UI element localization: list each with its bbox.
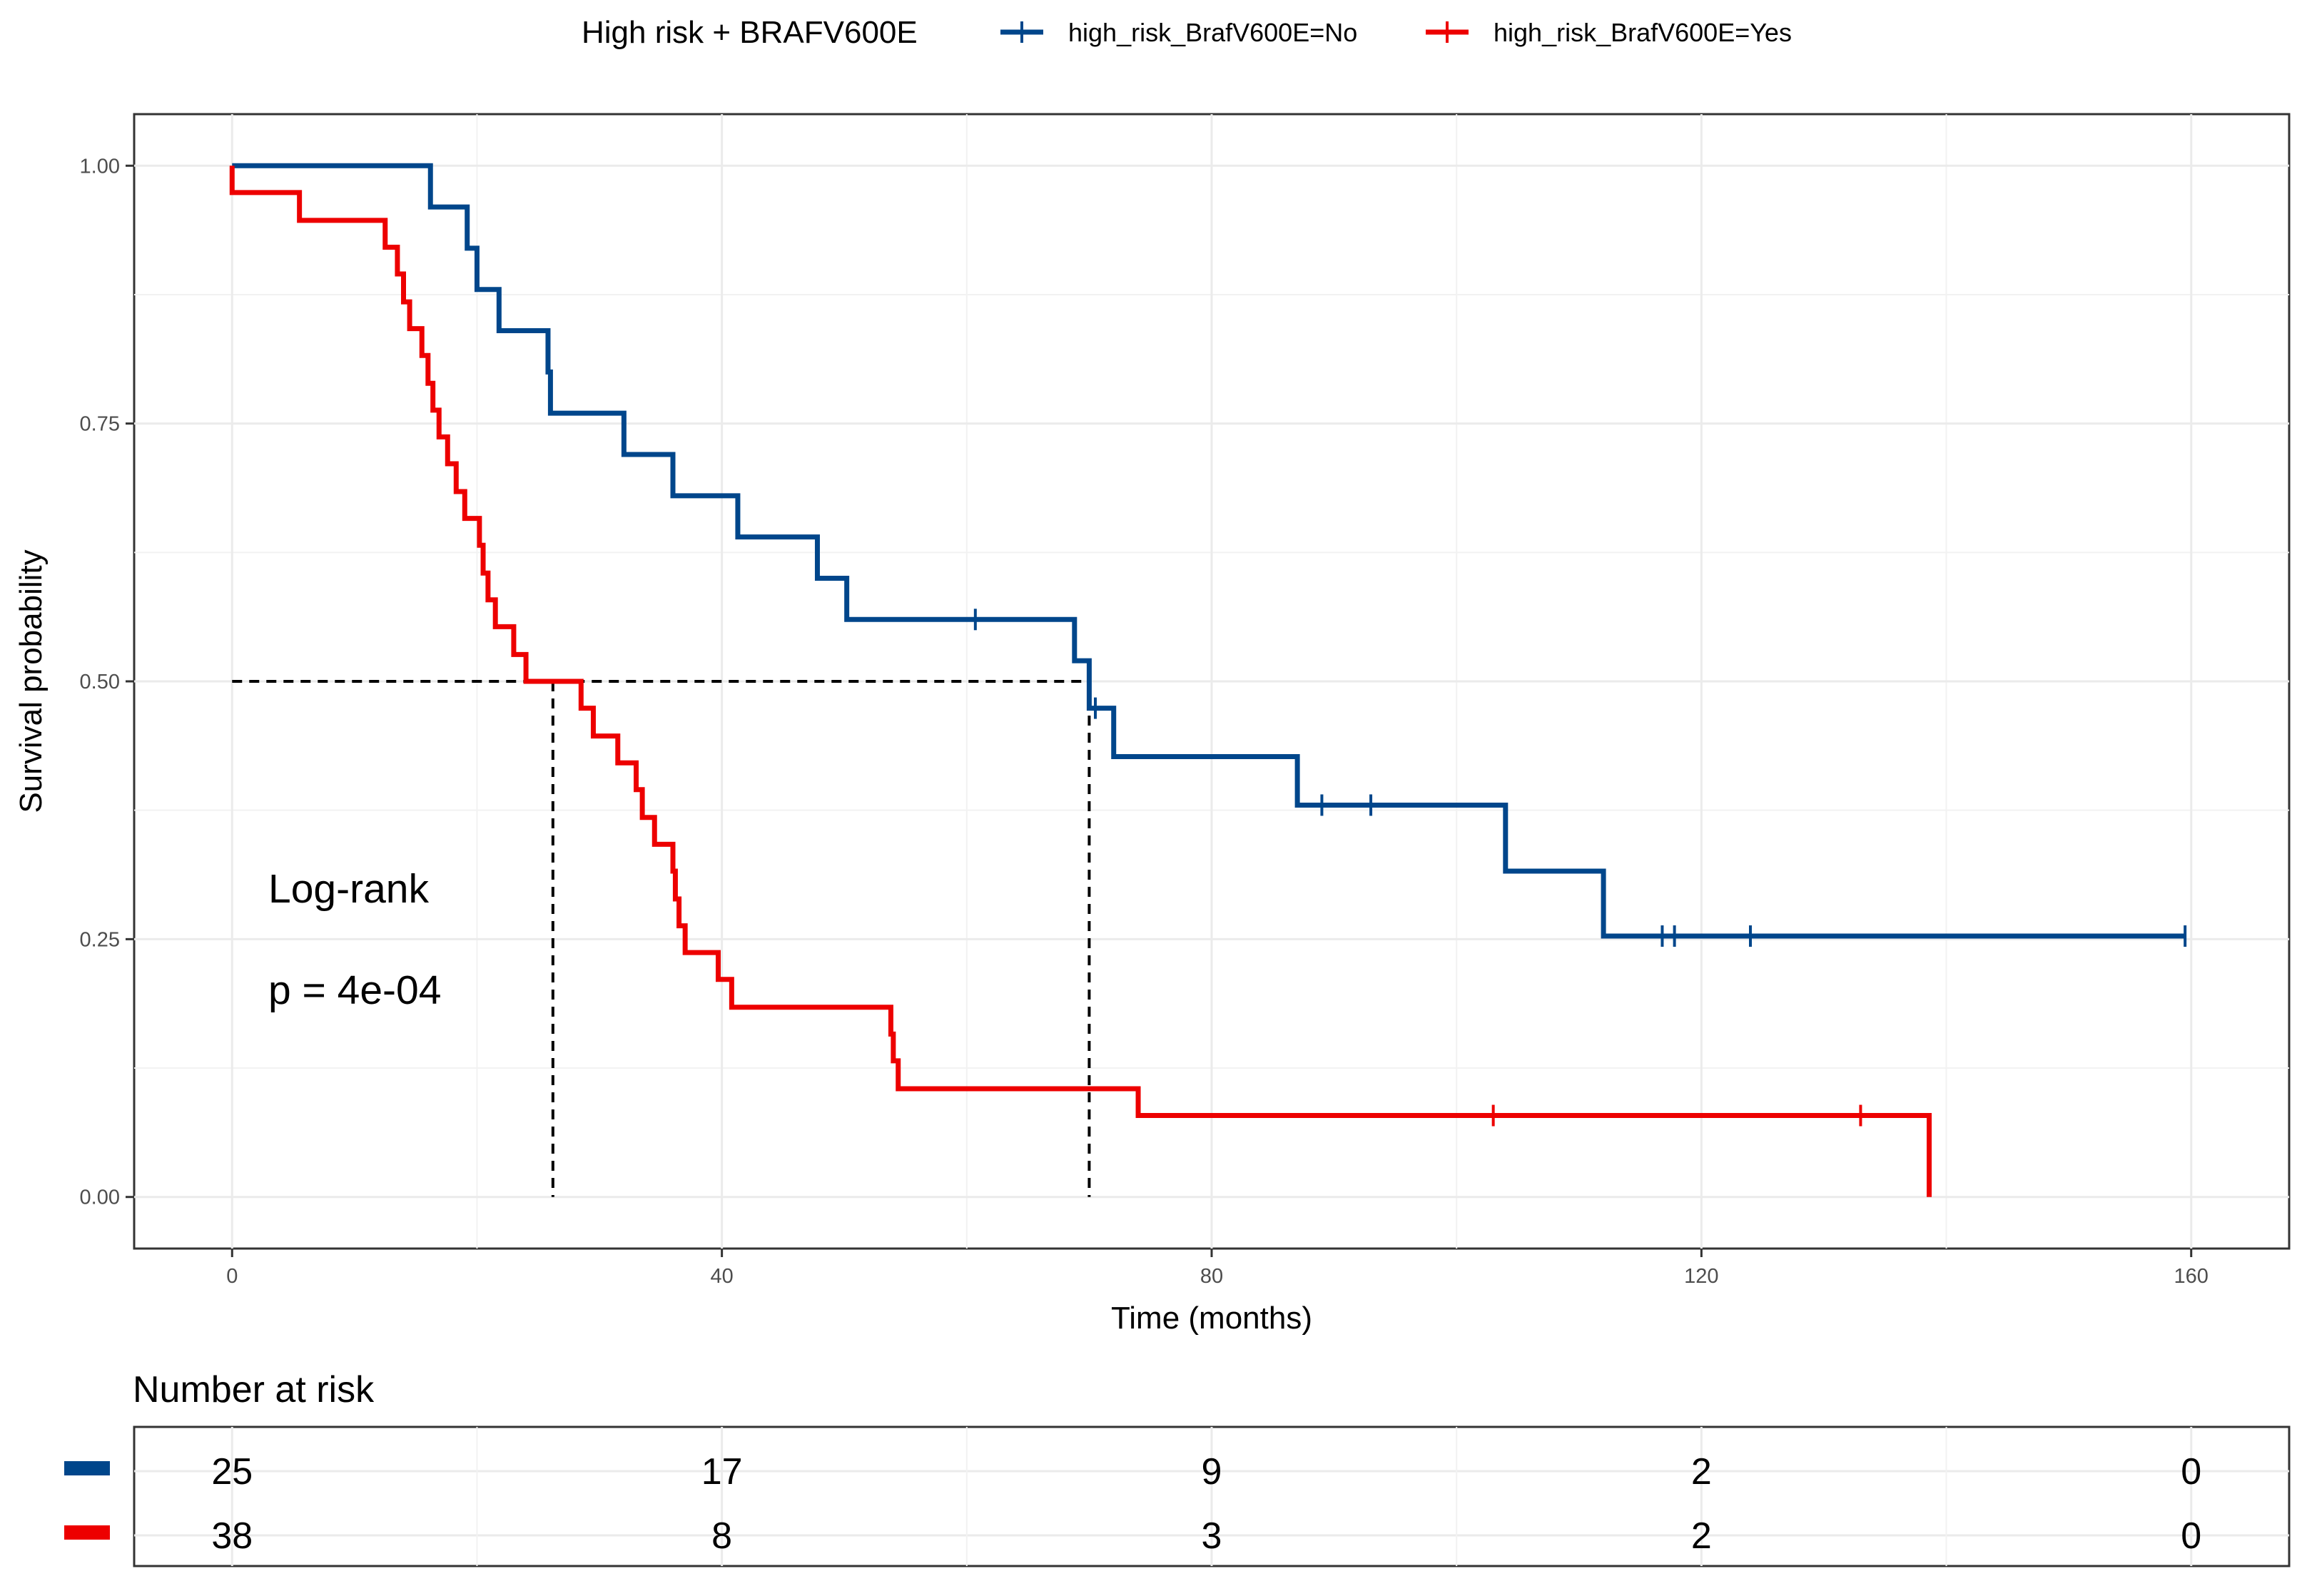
x-axis: 0 40 80 120 160 [226, 1249, 2209, 1288]
y-tick-label: 0.75 [80, 413, 120, 436]
x-tick-label: 160 [2174, 1265, 2209, 1288]
x-axis-title: Time (months) [1111, 1301, 1312, 1336]
risk-table-title: Number at risk [133, 1369, 375, 1411]
legend: High risk + BRAFV600E high_risk_BrafV600… [582, 15, 1792, 50]
y-axis: 0.00 0.25 0.50 0.75 1.00 [80, 155, 134, 1209]
risk-value-no: 25 [211, 1451, 253, 1493]
p-value-label: p = 4e-04 [268, 967, 441, 1013]
risk-value-no: 2 [1691, 1451, 1712, 1493]
censor-marks [973, 609, 2187, 1127]
risk-key-no [64, 1461, 110, 1475]
grid-lines [134, 114, 2289, 1249]
y-tick-label: 1.00 [80, 155, 120, 178]
risk-value-yes: 38 [211, 1515, 253, 1557]
risk-key-yes [64, 1525, 110, 1540]
risk-value-yes: 2 [1691, 1515, 1712, 1557]
survival-curve-no [232, 163, 2186, 939]
risk-value-no: 9 [1202, 1451, 1222, 1493]
risk-value-no: 17 [701, 1451, 743, 1493]
y-axis-title: Survival probability [14, 549, 49, 813]
risk-value-yes: 3 [1202, 1515, 1222, 1557]
risk-value-yes: 8 [711, 1515, 732, 1557]
survival-curves [229, 163, 2186, 1197]
y-tick-label: 0.25 [80, 928, 120, 951]
x-tick-label: 80 [1200, 1265, 1223, 1288]
risk-table-grid [134, 1427, 2289, 1566]
x-tick-label: 40 [711, 1265, 734, 1288]
survival-curve-yes [229, 166, 1932, 1197]
log-rank-label: Log-rank [268, 866, 429, 912]
risk-table-values: 25 17 9 2 0 38 8 3 2 0 [211, 1451, 2201, 1557]
y-tick-label: 0.00 [80, 1186, 120, 1209]
x-tick-label: 120 [1684, 1265, 1718, 1288]
legend-title: High risk + BRAFV600E [582, 15, 918, 50]
legend-label-yes: high_risk_BrafV600E=Yes [1494, 18, 1792, 47]
median-lines [232, 680, 1091, 1197]
risk-value-no: 0 [2181, 1451, 2201, 1493]
x-tick-label: 0 [226, 1265, 238, 1288]
legend-label-no: high_risk_BrafV600E=No [1068, 18, 1357, 47]
y-tick-label: 0.50 [80, 671, 120, 693]
risk-value-yes: 0 [2181, 1515, 2201, 1557]
